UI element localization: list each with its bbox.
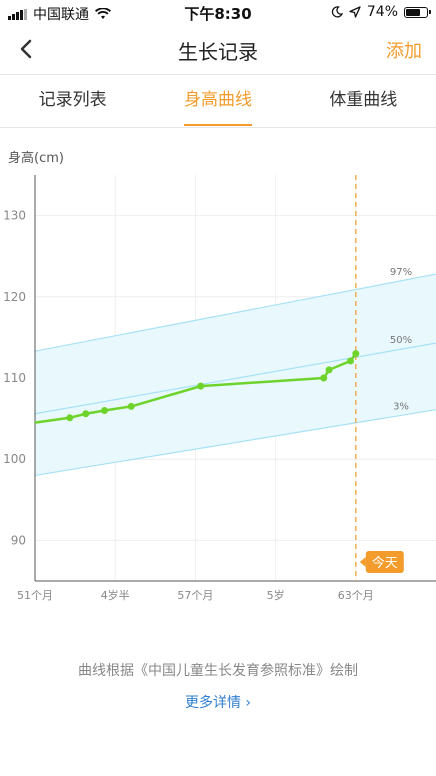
height-data-point[interactable]: [101, 406, 109, 414]
height-data-point[interactable]: [127, 402, 135, 410]
signal-icon: [8, 8, 27, 20]
x-tick-label: 4岁半: [101, 588, 130, 602]
percentile-label: 3%: [393, 401, 409, 412]
tab-height-curve[interactable]: 身高曲线: [145, 75, 290, 127]
height-data-point[interactable]: [66, 414, 74, 422]
y-tick-label: 100: [3, 452, 26, 466]
height-data-point[interactable]: [320, 374, 328, 382]
status-right: 74%: [331, 4, 431, 20]
y-tick-label: 130: [3, 209, 26, 223]
battery-icon: [404, 6, 431, 18]
more-details-link[interactable]: 更多详情 ›: [184, 695, 252, 711]
y-axis-label: 身高(cm): [8, 150, 64, 166]
tab-record-list[interactable]: 记录列表: [38, 90, 107, 110]
status-bar: 中国联通 下午8:30 74%: [0, 0, 436, 24]
height-data-point[interactable]: [352, 350, 360, 358]
tab-weight-curve[interactable]: 体重曲线: [329, 90, 398, 110]
navbar-divider: [0, 74, 436, 75]
percentile-label: 97%: [390, 267, 412, 278]
page-title: 生长记录: [178, 40, 258, 64]
percentile-line: [34, 342, 436, 415]
y-tick-label: 90: [11, 533, 26, 547]
height-data-point[interactable]: [346, 357, 354, 365]
add-button[interactable]: 添加: [386, 41, 422, 62]
today-badge: [365, 551, 404, 573]
navbar: 生长记录 添加: [0, 24, 436, 74]
tabs-divider: [0, 127, 436, 128]
chart-footnote: 曲线根据《中国儿童生长发育参照标准》绘制: [78, 663, 358, 679]
y-tick-label: 110: [3, 371, 26, 385]
battery-label: 74%: [366, 4, 398, 20]
height-data-point[interactable]: [82, 410, 90, 418]
percentile-line: [34, 273, 436, 352]
tab-bar: 记录列表 身高曲线 体重曲线: [0, 75, 436, 127]
height-chart: 身高(cm) 90 100 110 120 130 51个月 4岁半 57个月 5岁 63个月 97%…: [0, 140, 436, 610]
status-time: 下午8:30: [184, 5, 252, 23]
height-data-point[interactable]: [197, 382, 205, 390]
moon-icon: [331, 6, 343, 18]
battery-fill: [406, 8, 421, 16]
chevron-left-icon[interactable]: [12, 34, 42, 64]
x-tick-label: 63个月: [338, 589, 374, 602]
height-series-line: [34, 352, 357, 424]
height-chart-svg: 身高(cm) 90 100 110 120 130 51个月 4岁半 57个月 5岁 63个月 97%…: [3, 150, 436, 602]
wifi-icon: [95, 8, 111, 19]
percentile-label: 50%: [390, 335, 412, 346]
height-data-point[interactable]: [325, 366, 333, 374]
x-tick-label: 51个月: [17, 589, 53, 602]
percentile-band: [35, 274, 436, 476]
today-label: 今天: [372, 555, 398, 571]
percentile-line: [34, 409, 436, 477]
x-tick-label: 5岁: [267, 588, 285, 602]
location-arrow-icon: [349, 6, 361, 18]
today-badge-pointer: [359, 557, 366, 567]
y-tick-label: 120: [3, 290, 26, 304]
carrier-label: 中国联通: [33, 7, 89, 23]
status-left: 中国联通: [8, 4, 111, 24]
x-tick-label: 57个月: [177, 589, 213, 602]
